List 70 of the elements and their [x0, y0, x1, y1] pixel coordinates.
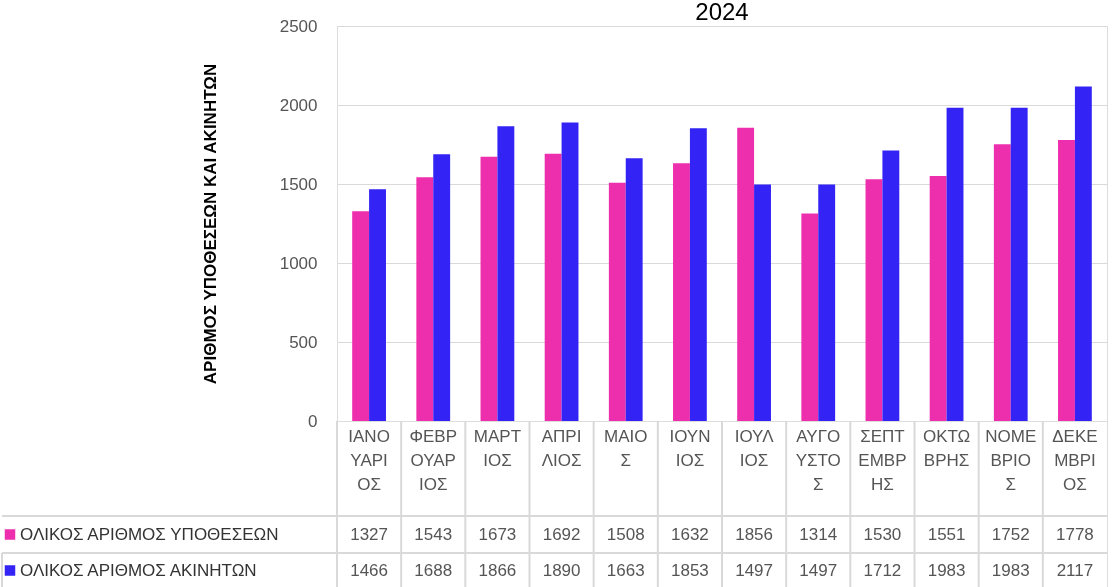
x-tick-label: ΙΟΥΛΙΟΣ — [734, 427, 775, 470]
data-label: 2117 — [1056, 560, 1094, 580]
bar — [865, 179, 883, 421]
data-label: 1688 — [414, 560, 453, 580]
x-tick-label: ΣΕΠΤΕΜΒΡΗΣ — [858, 427, 907, 494]
bar — [882, 150, 900, 421]
bar — [818, 184, 836, 421]
data-label: 1466 — [350, 560, 388, 580]
data-label: 1497 — [799, 560, 838, 580]
data-label: 1508 — [606, 524, 645, 544]
bar — [754, 184, 771, 421]
data-label: 1856 — [735, 524, 773, 544]
legend-label: ΟΛΙΚΟΣ ΑΡΙΘΜΟΣ ΥΠΟΘΕΣΕΩΝ — [20, 524, 279, 544]
x-tick-label: ΙΑΝΟΥΑΡΙΟΣ — [348, 427, 390, 494]
x-tick-label: ΦΕΒΡΟΥΑΡΙΟΣ — [409, 427, 458, 494]
y-tick-label: 2000 — [279, 95, 318, 115]
data-label: 1712 — [863, 560, 902, 580]
x-tick-label: ΙΟΥΝΙΟΣ — [669, 427, 711, 470]
x-tick-label: ΝΟΜΕΒΡΙΟΣ — [985, 427, 1037, 494]
data-label: 1673 — [478, 524, 517, 544]
data-label: 1632 — [671, 524, 709, 544]
bar — [433, 154, 451, 421]
y-tick-label: 1500 — [279, 174, 318, 194]
y-tick-label: 2500 — [279, 16, 318, 36]
data-label: 1853 — [671, 560, 709, 580]
bar — [673, 163, 690, 421]
legend-label: ΟΛΙΚΟΣ ΑΡΙΘΜΟΣ ΑΚΙΝΗΤΩΝ — [20, 560, 257, 580]
bar — [993, 144, 1011, 421]
bar — [946, 107, 964, 421]
bar — [737, 127, 755, 421]
bar — [608, 182, 626, 421]
bar — [480, 156, 498, 421]
bar — [801, 213, 819, 421]
bar — [561, 122, 579, 421]
bar — [689, 128, 707, 421]
data-label: 1692 — [542, 524, 581, 544]
y-tick-label: 500 — [289, 332, 318, 352]
bar — [1010, 107, 1028, 421]
x-tick-label: ΔΕΚΕΜΒΡΙΟΣ — [1052, 427, 1098, 494]
data-label: 1551 — [927, 524, 966, 544]
data-label: 1866 — [478, 560, 517, 580]
y-tick-label: 0 — [308, 411, 318, 431]
data-label: 1983 — [927, 560, 966, 580]
data-label: 1314 — [799, 524, 838, 544]
data-label: 1890 — [542, 560, 581, 580]
data-label: 1530 — [863, 524, 902, 544]
chart-title: 2024 — [695, 0, 749, 25]
bar — [544, 153, 562, 421]
x-tick-label: ΜΑΡΤΙΟΣ — [473, 427, 522, 470]
bar — [497, 126, 515, 421]
data-label: 1778 — [1056, 524, 1094, 544]
bar — [1074, 86, 1092, 421]
data-label: 1497 — [735, 560, 773, 580]
bar — [416, 177, 434, 421]
x-tick-label: ΜΑΙΟΣ — [604, 427, 648, 470]
bar — [1058, 140, 1075, 421]
y-axis-title: ΑΡΙΘΜΟΣ ΥΠΟΘΕΣΕΩΝ ΚΑΙ ΑΚΙΝΗΤΩΝ — [200, 63, 220, 385]
data-label: 1983 — [991, 560, 1030, 580]
x-tick-label: ΟΚΤΩΒΡΗΣ — [922, 427, 971, 470]
data-label: 1752 — [991, 524, 1030, 544]
data-label: 1663 — [606, 560, 645, 580]
bar — [369, 189, 386, 421]
x-tick-label: ΑΠΡΙΛΙΟΣ — [541, 427, 582, 470]
y-tick-label: 1000 — [279, 253, 318, 273]
bar — [625, 158, 643, 421]
data-label: 1327 — [350, 524, 388, 544]
x-tick-label: ΑΥΓΟΥΣΤΟΣ — [795, 427, 841, 494]
bar — [352, 211, 370, 421]
data-label: 1543 — [414, 524, 453, 544]
bar — [929, 175, 947, 421]
